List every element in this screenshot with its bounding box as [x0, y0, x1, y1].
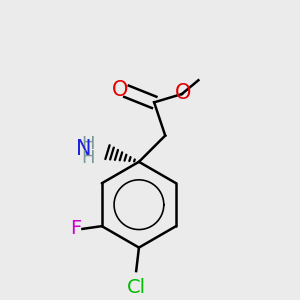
Text: Cl: Cl — [127, 278, 146, 297]
Text: O: O — [175, 83, 191, 103]
Text: O: O — [111, 80, 128, 100]
Text: F: F — [70, 219, 81, 238]
Text: H: H — [81, 149, 94, 167]
Text: N: N — [76, 140, 92, 159]
Text: H: H — [81, 135, 94, 153]
